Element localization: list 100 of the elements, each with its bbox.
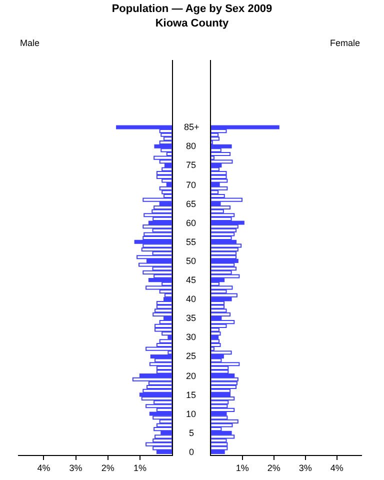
bar	[141, 247, 172, 252]
bar	[210, 320, 235, 324]
bar	[154, 308, 172, 313]
bar	[210, 178, 228, 183]
bar	[210, 392, 231, 397]
bar	[141, 396, 172, 401]
y-tick-label: 60	[186, 218, 196, 228]
bar	[139, 392, 172, 397]
bar	[142, 198, 172, 202]
x-tick-label: 4%	[37, 462, 50, 473]
bar	[159, 339, 172, 344]
x-tick-label: 1%	[236, 462, 249, 473]
bar	[116, 125, 172, 130]
bar	[210, 434, 235, 439]
bar	[210, 339, 220, 344]
bar	[210, 205, 231, 210]
bar	[210, 332, 221, 336]
bar	[164, 136, 172, 141]
bar	[210, 213, 235, 218]
bar	[210, 266, 237, 271]
bar	[156, 300, 172, 306]
x-tick-label: 4%	[330, 462, 344, 473]
y-tick-label: 30	[186, 332, 196, 342]
bar	[210, 255, 237, 260]
bar	[142, 270, 172, 274]
bar	[154, 156, 172, 160]
bar	[146, 385, 172, 390]
bar	[156, 423, 172, 428]
bar	[210, 247, 238, 252]
bar	[154, 434, 172, 439]
y-tick-label: 20	[186, 371, 196, 381]
bar	[154, 427, 172, 432]
bar	[150, 354, 172, 358]
bar	[210, 350, 232, 355]
bar	[132, 377, 172, 382]
y-tick-label: 65	[186, 199, 196, 209]
y-tick-label: 0	[189, 447, 194, 457]
y-tick-label: 25	[186, 351, 196, 361]
bar	[210, 186, 228, 190]
chart-title: Population — Age by Sex 2009	[112, 3, 272, 15]
bar	[146, 404, 172, 408]
bar	[210, 312, 231, 316]
bar	[210, 232, 235, 236]
y-tick-label: 50	[186, 256, 196, 266]
bar	[210, 244, 242, 248]
bar	[210, 396, 235, 401]
bar	[210, 152, 231, 156]
bar	[148, 278, 172, 282]
x-tick-label: 2%	[101, 462, 114, 473]
y-tick-label: 5	[189, 428, 194, 438]
bar	[210, 342, 221, 348]
bar	[144, 232, 172, 236]
bar	[210, 385, 237, 390]
x-tick-label: 3%	[69, 462, 82, 473]
x-tick-label: 3%	[298, 462, 312, 473]
bar	[156, 174, 172, 179]
y-tick-label: 35	[186, 313, 196, 323]
bar	[210, 125, 280, 130]
bar	[136, 255, 172, 260]
y-tick-label: 55	[186, 237, 196, 247]
y-tick-label: 40	[186, 294, 196, 304]
bar	[210, 308, 227, 313]
bar	[210, 274, 240, 278]
bar	[149, 362, 172, 366]
y-tick-label: 10	[186, 409, 196, 419]
y-tick-label: 75	[186, 160, 196, 170]
bar	[210, 362, 240, 366]
text: Female	[330, 38, 360, 48]
bar	[210, 374, 235, 378]
bar	[146, 286, 172, 290]
bar	[146, 442, 172, 446]
bar	[156, 171, 172, 176]
y-tick-label: 15	[186, 390, 196, 400]
bar	[210, 171, 227, 176]
bar	[210, 136, 220, 141]
bar	[146, 346, 172, 351]
bar	[156, 450, 172, 454]
y-tick-label: 85+	[184, 122, 200, 132]
bar	[154, 328, 172, 332]
bar	[144, 213, 172, 218]
bar	[210, 381, 238, 386]
bar	[210, 220, 244, 225]
bar	[210, 446, 228, 450]
text: Male	[20, 38, 40, 48]
y-tick-label: 45	[186, 275, 196, 285]
bar	[210, 258, 238, 263]
bar	[142, 224, 172, 229]
bar	[210, 286, 233, 290]
bar	[152, 312, 172, 316]
bar	[210, 144, 232, 148]
bar	[154, 205, 172, 210]
y-tick-label: 70	[186, 180, 196, 190]
bar	[210, 450, 225, 454]
bar	[162, 190, 172, 194]
bar	[210, 408, 235, 412]
bar	[210, 160, 233, 164]
bar	[152, 416, 172, 420]
bar	[138, 262, 172, 267]
chart-subtitle: Kiowa County	[155, 17, 230, 30]
x-tick-label: 2%	[267, 462, 280, 473]
